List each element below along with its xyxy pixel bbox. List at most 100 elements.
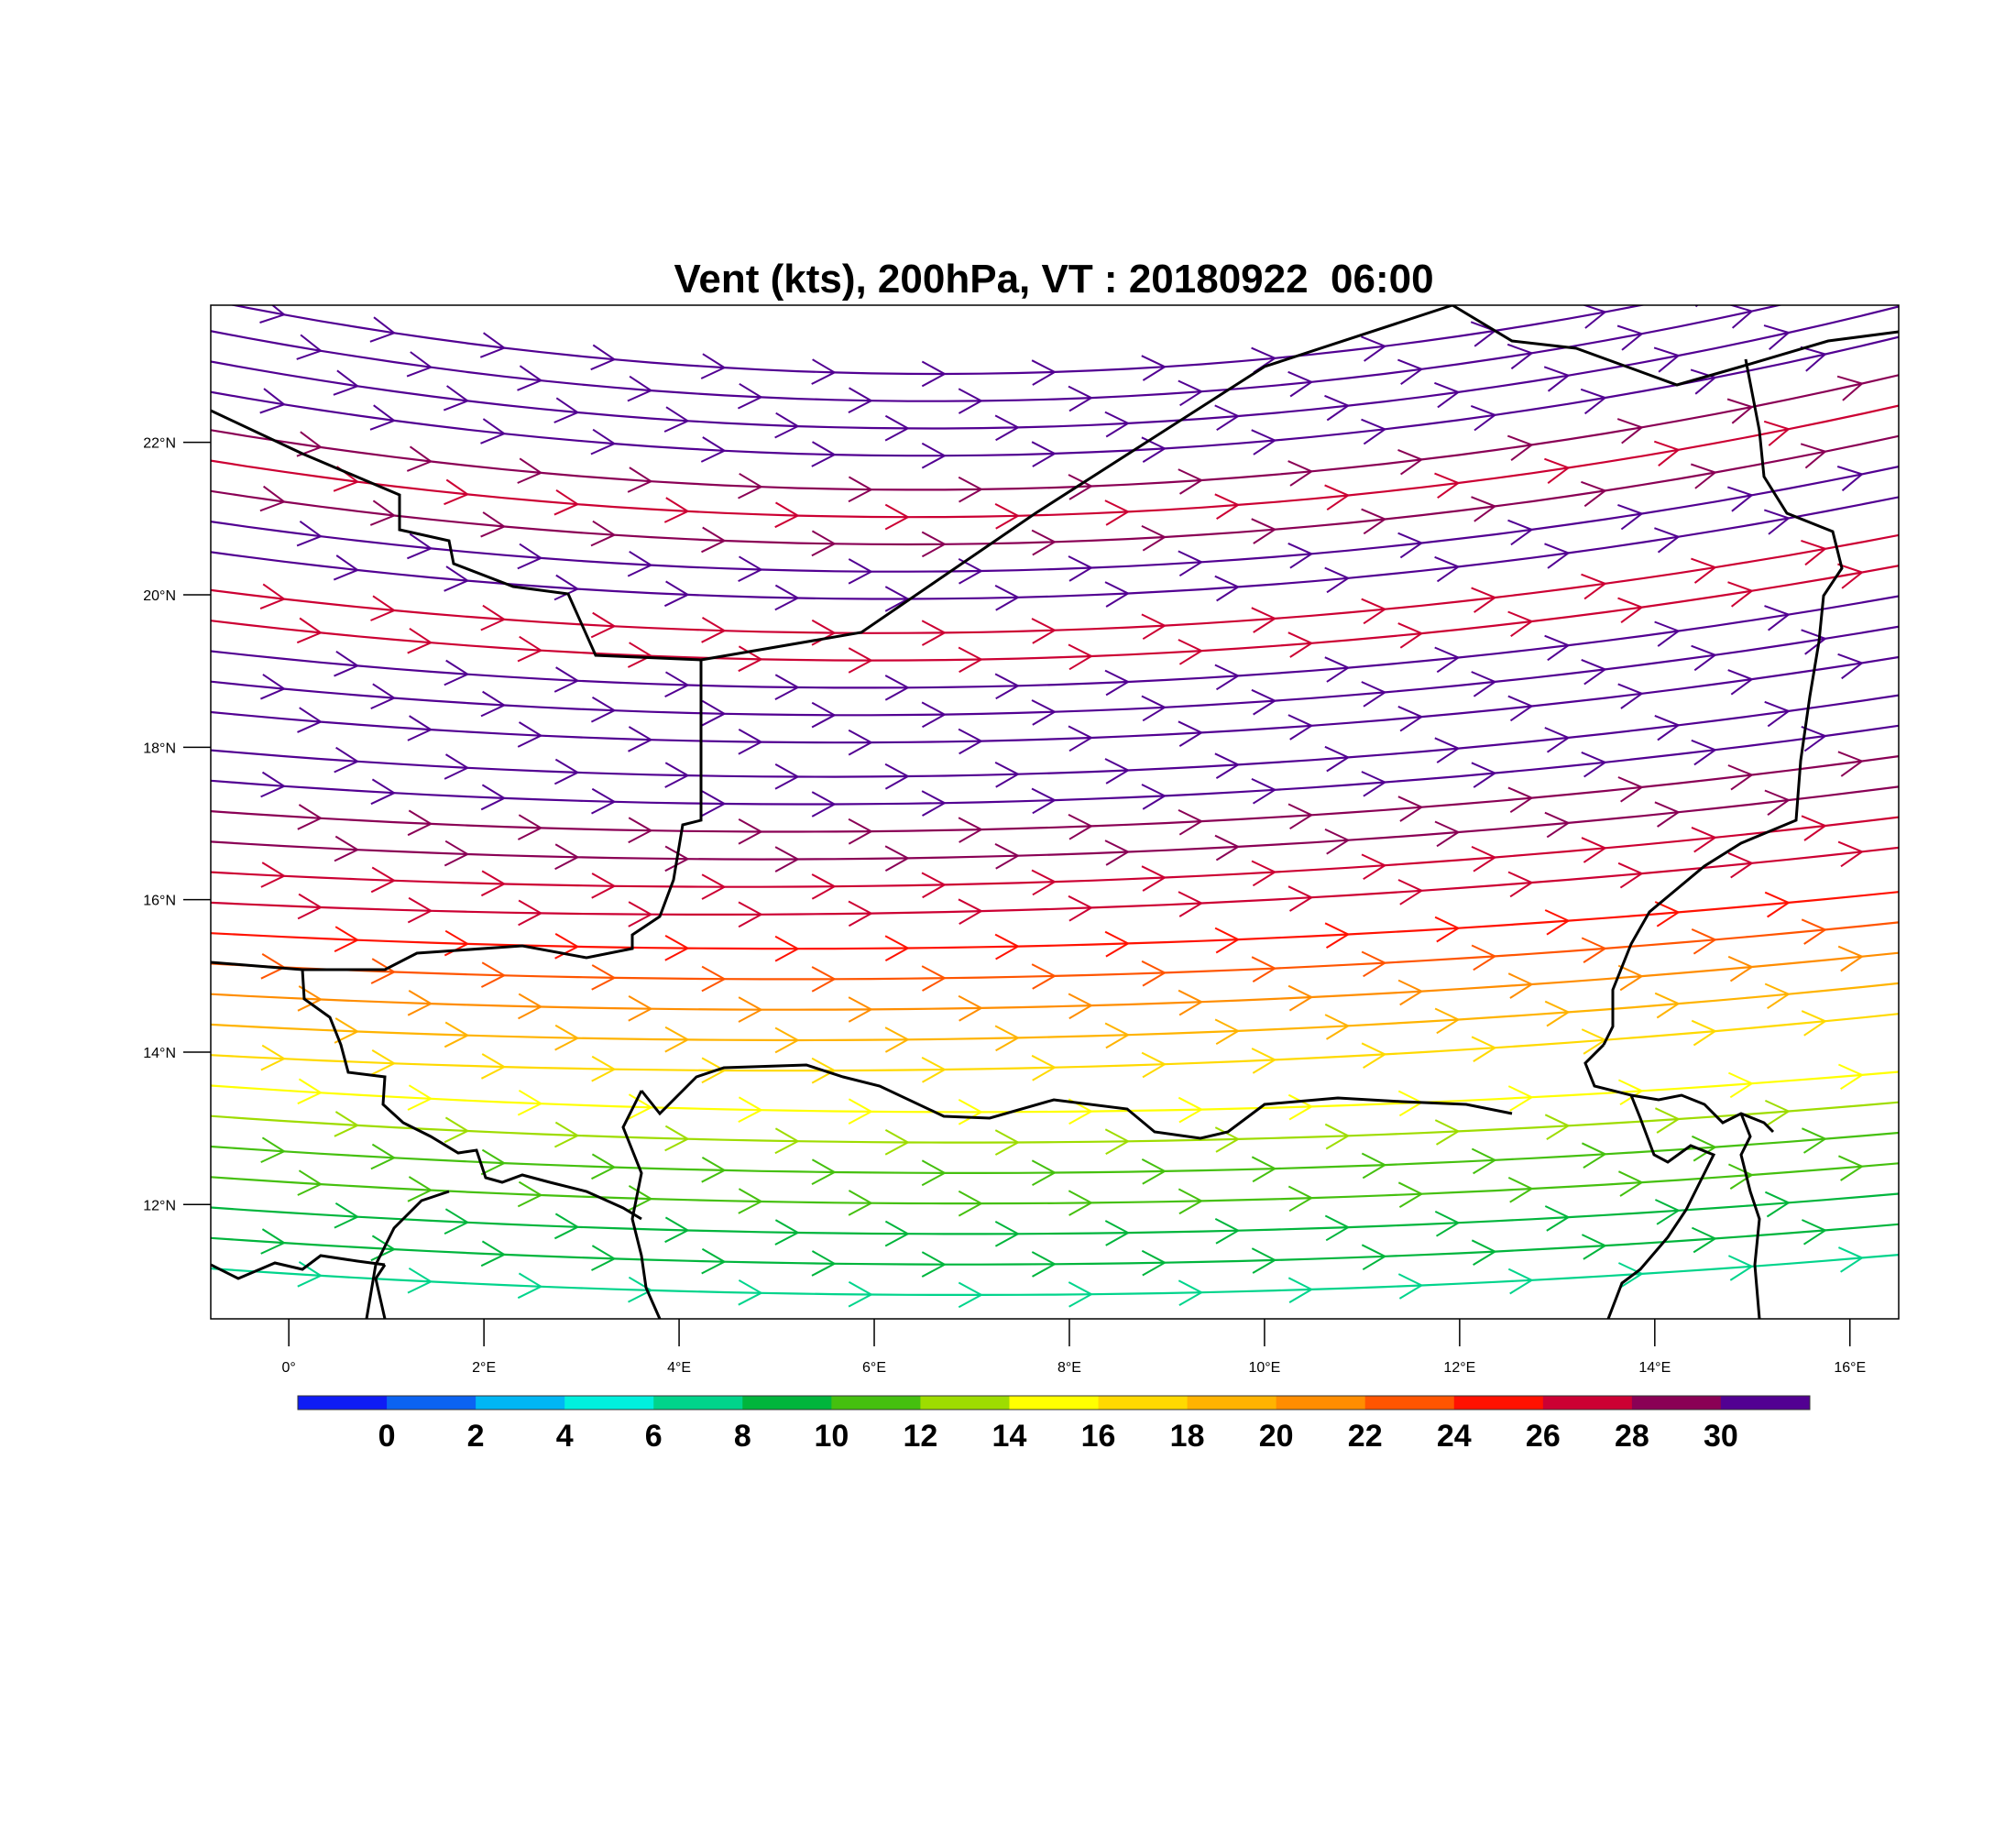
streamline-arrow xyxy=(444,565,470,592)
streamline-arrow xyxy=(480,604,507,631)
streamline-arrow xyxy=(1361,1244,1387,1271)
streamline-arrow xyxy=(1397,448,1424,476)
streamline-arrow xyxy=(1104,411,1131,438)
streamline-arrow xyxy=(517,721,543,748)
streamline-arrow xyxy=(994,1129,1021,1156)
map-title: Vent (kts), 200hPa, VT : 20180922 06:00 xyxy=(674,257,1434,302)
streamline-arrow xyxy=(1764,982,1791,1010)
streamline-arrow xyxy=(1434,1007,1461,1035)
streamline-arrow xyxy=(1068,993,1094,1020)
streamline-arrow xyxy=(517,1272,543,1300)
streamline-arrow xyxy=(1214,575,1241,602)
border-benin-togo xyxy=(365,1190,450,1319)
streamline-arrow xyxy=(369,316,397,343)
colorbar-swatch xyxy=(1009,1396,1100,1410)
streamline-arrow xyxy=(848,387,873,413)
streamline-arrow xyxy=(1691,1226,1717,1254)
streamline-arrow xyxy=(1837,1155,1865,1181)
streamline-arrow xyxy=(1727,581,1754,608)
streamline-arrow xyxy=(884,1026,910,1053)
streamline-arrow xyxy=(774,1026,800,1054)
colorbar-swatch xyxy=(1453,1396,1544,1410)
streamline-arrow xyxy=(1653,440,1681,466)
streamline-arrow xyxy=(921,620,947,646)
streamline-arrow xyxy=(553,758,580,785)
colorbar-label: 24 xyxy=(1437,1419,1472,1454)
border-mali-niger xyxy=(211,660,703,971)
streamline-arrow xyxy=(958,898,983,925)
streamline-arrow xyxy=(1178,808,1204,836)
streamline-arrow xyxy=(407,1176,433,1202)
streamline-arrow xyxy=(1837,1063,1865,1091)
streamline-arrow xyxy=(1581,751,1607,778)
streamline-arrow xyxy=(1434,646,1461,674)
streamline-arrow xyxy=(333,554,360,581)
streamline-arrow xyxy=(1031,1251,1057,1278)
streamline-arrow xyxy=(958,817,983,843)
lon-tick-label: 10°E xyxy=(1248,1360,1280,1376)
streamline-arrow xyxy=(848,1280,873,1308)
streamline-arrow xyxy=(1251,860,1277,887)
streamline-arrow xyxy=(1141,865,1167,892)
streamline-arrow xyxy=(738,1096,763,1123)
streamline-arrow xyxy=(1582,305,1607,329)
streamline-arrow xyxy=(1434,1211,1461,1237)
streamline-arrow xyxy=(1727,669,1754,696)
streamline-arrow xyxy=(1801,539,1827,566)
streamline xyxy=(211,1070,1899,1114)
streamline-arrow xyxy=(811,966,837,993)
streamline-arrow xyxy=(774,763,800,790)
streamline-arrow xyxy=(994,762,1021,788)
colorbar-swatch xyxy=(476,1396,565,1410)
streamline-arrow xyxy=(958,1281,983,1309)
lat-tick-label: 14°N xyxy=(143,1046,176,1061)
streamline-arrow xyxy=(1287,542,1314,569)
streamline-arrow xyxy=(1471,845,1497,873)
streamline-arrow xyxy=(1616,418,1644,445)
streamline-arrow xyxy=(1617,776,1644,803)
streamline-arrow xyxy=(1287,984,1314,1012)
streamline-arrow xyxy=(1178,989,1204,1016)
plot-frame xyxy=(210,304,1900,1320)
streamline-arrow xyxy=(260,862,287,888)
streamline-arrow xyxy=(444,659,470,686)
streamline-arrow xyxy=(1068,1281,1094,1308)
streamline-arrow xyxy=(1653,346,1681,373)
streamline-arrow xyxy=(1801,725,1827,752)
streamline-arrow xyxy=(444,1021,470,1048)
streamline-arrow xyxy=(1836,375,1865,401)
streamline xyxy=(211,982,1899,1042)
streamline-arrow xyxy=(921,701,947,729)
streamline-arrow xyxy=(811,701,837,729)
streamline-arrow xyxy=(517,457,543,484)
streamline-arrow xyxy=(334,746,360,774)
streamline-arrow xyxy=(701,1157,727,1183)
streamline-arrow xyxy=(1471,1239,1497,1266)
streamline-arrow xyxy=(1507,1085,1534,1112)
colorbar-swatch xyxy=(1542,1396,1633,1410)
streamline-arrow xyxy=(701,1057,727,1084)
streamline-arrow xyxy=(1361,950,1387,978)
map-axes: 0° 2°E 4°E 6°E 8°E 10°E 12°E 14°E 16°E 12°N 14°N 16… xyxy=(143,436,1866,1376)
streamline-arrow xyxy=(1617,1079,1644,1106)
streamline-arrow xyxy=(994,503,1021,530)
streamline-arrow xyxy=(811,358,837,385)
streamline-arrow xyxy=(1691,1135,1717,1162)
streamline-arrow xyxy=(1397,879,1424,906)
streamline-arrow xyxy=(701,965,727,993)
streamline-arrow xyxy=(1471,671,1497,697)
streamline-arrow xyxy=(444,1116,470,1144)
border-nigeria-cameroon xyxy=(1606,1094,1716,1319)
streamline-arrow xyxy=(1031,359,1057,386)
streamline-arrow xyxy=(1654,527,1681,554)
streamline-arrow xyxy=(958,558,983,585)
streamline-arrow xyxy=(1544,811,1571,839)
streamline-arrow xyxy=(811,1250,837,1277)
streamline-arrow xyxy=(407,1267,433,1294)
streamline-arrow xyxy=(848,729,873,756)
streamline-arrow xyxy=(553,488,580,516)
streamline-arrow xyxy=(553,574,580,601)
streamline-arrow xyxy=(407,809,433,837)
streamline-arrow xyxy=(1214,752,1241,779)
streamline-arrow xyxy=(1654,901,1681,927)
